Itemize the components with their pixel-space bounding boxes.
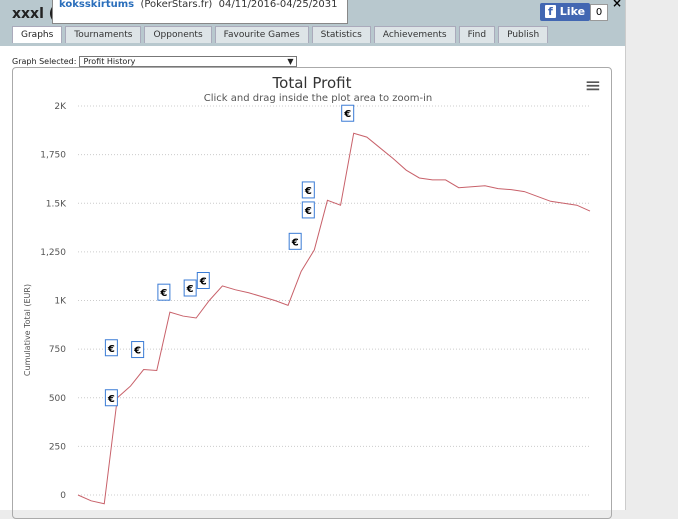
marker-box [288,232,302,250]
panel: xxxl ( koksskirtums (PokerStars.fr) 04/1… [0,0,626,519]
marker: € [186,284,194,295]
like-button[interactable]: f Like [540,3,591,21]
marker-box [183,279,197,297]
player: koksskirtums [59,0,135,10]
menu-icon[interactable]: ≡ [585,73,602,97]
chart-title: Total Profit [272,74,352,92]
y-tick-label: 250 [49,442,66,452]
y-tick-label: 1.5K [46,199,67,209]
y-axis-label: Cumulative Total (EUR) [23,284,32,376]
tab[interactable]: Favourite Games [214,26,309,43]
marker-box [104,339,118,357]
marker-box [301,201,315,219]
marker: € [291,237,299,248]
like-count: 0 [590,4,608,21]
y-tick-label: 2K [54,102,67,112]
like-text: Like [559,5,586,18]
tab[interactable]: Publish [498,26,549,43]
marker: € [107,344,115,355]
y-tick-label: 1,250 [40,248,66,258]
selector-label: Graph Selected: [12,57,77,66]
marker-box [196,272,210,289]
y-tick-label: 1K [54,297,67,307]
y-tick-label: 0 [60,491,66,501]
marker-box [157,283,171,301]
selector-value: Profit History [83,57,136,66]
y-tick-label: 1,750 [40,151,66,161]
marker: € [107,394,115,405]
chart-subtitle: Click and drag inside the plot area to z… [204,93,432,104]
tab[interactable]: Achievements [373,26,456,43]
marker-box [301,181,315,199]
chart: Total Profit Click and drag inside the p… [23,73,602,505]
tab[interactable]: Tournaments [65,26,142,43]
y-tick-label: 500 [49,394,66,404]
selector-arrow: ▼ [287,57,294,66]
marker: € [199,277,207,288]
marker-box [341,104,355,122]
dates: 04/11/2016-04/25/2031 [218,0,338,10]
marker: € [159,288,167,299]
marker-box [131,341,145,359]
graph-selector: Graph Selected: Profit History ▼ [12,56,298,67]
marker: € [133,346,141,357]
marker: € [304,186,312,197]
tab[interactable]: Find [458,26,496,43]
y-tick-label: 750 [49,345,66,355]
close[interactable]: × [612,0,623,10]
selector[interactable]: Profit History ▼ [79,56,298,67]
tab[interactable]: Statistics [311,26,371,43]
tab[interactable]: Opponents [144,26,212,43]
title: xxxl ( [12,6,56,22]
tooltip: koksskirtums (PokerStars.fr) 04/11/2016-… [52,0,348,24]
like-icon: f [545,5,556,18]
line [77,132,591,505]
site: (PokerStars.fr) [140,0,213,10]
marker: € [304,206,312,217]
marker: € [343,109,351,120]
tab[interactable]: Graphs [12,26,63,43]
header: xxxl ( koksskirtums (PokerStars.fr) 04/1… [0,0,625,46]
tabs: Graphs Tournaments Opponents Favourite Game… [12,26,549,43]
marker-box [104,389,118,407]
